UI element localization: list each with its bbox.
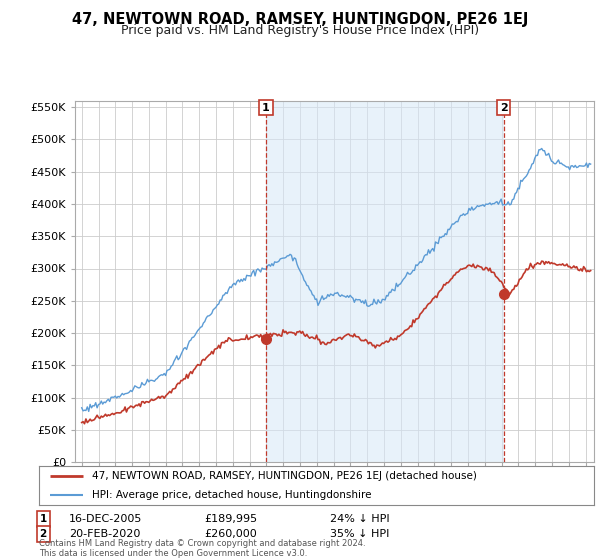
Text: 1: 1	[40, 514, 47, 524]
Text: £260,000: £260,000	[204, 529, 257, 539]
Text: 16-DEC-2005: 16-DEC-2005	[69, 514, 142, 524]
Text: 35% ↓ HPI: 35% ↓ HPI	[330, 529, 389, 539]
Text: 20-FEB-2020: 20-FEB-2020	[69, 529, 140, 539]
Text: 24% ↓ HPI: 24% ↓ HPI	[330, 514, 389, 524]
Text: HPI: Average price, detached house, Huntingdonshire: HPI: Average price, detached house, Hunt…	[92, 490, 371, 500]
Text: 1: 1	[262, 102, 270, 113]
Text: 2: 2	[40, 529, 47, 539]
Text: £189,995: £189,995	[204, 514, 257, 524]
Text: Price paid vs. HM Land Registry's House Price Index (HPI): Price paid vs. HM Land Registry's House …	[121, 24, 479, 37]
Text: 47, NEWTOWN ROAD, RAMSEY, HUNTINGDON, PE26 1EJ (detached house): 47, NEWTOWN ROAD, RAMSEY, HUNTINGDON, PE…	[92, 471, 476, 481]
Text: 47, NEWTOWN ROAD, RAMSEY, HUNTINGDON, PE26 1EJ: 47, NEWTOWN ROAD, RAMSEY, HUNTINGDON, PE…	[72, 12, 528, 27]
Bar	[266, 101, 503, 462]
Text: Contains HM Land Registry data © Crown copyright and database right 2024.
This d: Contains HM Land Registry data © Crown c…	[39, 539, 365, 558]
Text: 2: 2	[500, 102, 508, 113]
